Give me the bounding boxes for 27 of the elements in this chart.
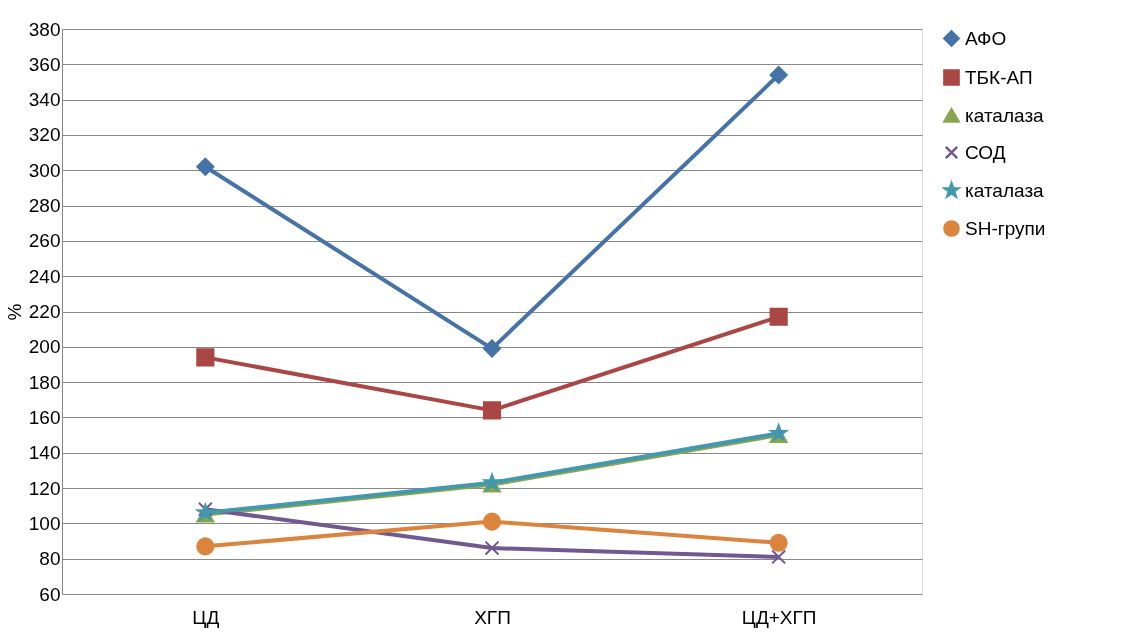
legend-label: каталаза	[965, 104, 1045, 126]
y-tick-label: 200	[28, 336, 61, 358]
y-tick-label: 140	[28, 442, 61, 464]
x-tick-label: ЦД+ХГП	[741, 606, 817, 628]
x-tick-label: ЦД	[192, 606, 220, 628]
y-tick-label: 300	[28, 159, 61, 181]
legend-label: СОД	[965, 141, 1006, 163]
y-tick-label: 380	[28, 18, 61, 40]
y-tick-label: 240	[28, 265, 61, 287]
y-axis-title: %	[3, 303, 25, 321]
y-tick-label: 120	[28, 477, 61, 499]
legend-label: ТБК-АП	[965, 66, 1033, 88]
y-tick-label: 60	[39, 583, 61, 605]
x-tick-label: ХГП	[474, 606, 511, 628]
y-tick-label: 100	[28, 512, 61, 534]
legend-label: каталаза	[965, 179, 1045, 201]
y-tick-label: 160	[28, 406, 61, 428]
y-tick-label: 260	[28, 230, 61, 252]
y-tick-label: 280	[28, 195, 61, 217]
y-tick-label: 80	[39, 548, 61, 570]
y-tick-label: 220	[28, 301, 61, 322]
y-tick-label: 340	[28, 89, 61, 111]
y-tick-label: 320	[28, 124, 61, 146]
y-tick-label: 360	[28, 53, 61, 75]
legend-label: SH-групи	[965, 217, 1046, 239]
y-tick-label: 180	[28, 371, 61, 393]
legend-label: АФО	[965, 27, 1007, 49]
